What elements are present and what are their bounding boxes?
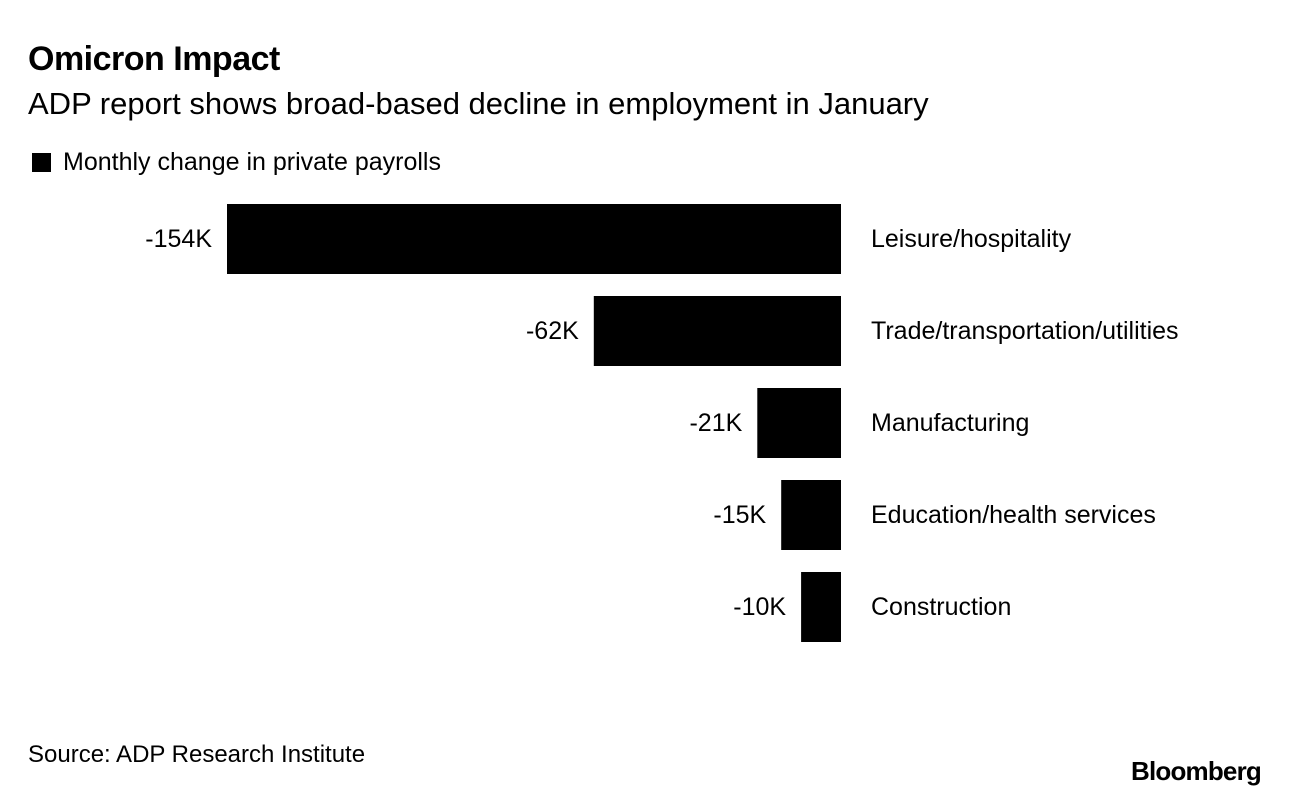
bloomberg-logo: Bloomberg — [1130, 756, 1262, 786]
chart-subtitle: ADP report shows broad-based decline in … — [28, 86, 929, 121]
value-label-0: -154K — [145, 225, 212, 253]
bar-1 — [593, 296, 841, 366]
value-label-4: -10K — [733, 593, 786, 621]
legend-label: Monthly change in private payrolls — [63, 148, 441, 176]
category-label-1: Trade/transportation/utilities — [871, 317, 1179, 345]
bar-2 — [757, 388, 841, 458]
bar-4 — [801, 572, 841, 642]
value-label-1: -62K — [526, 317, 579, 345]
legend: Monthly change in private payrolls — [32, 148, 441, 177]
bar-0 — [227, 204, 841, 274]
category-label-3: Education/health services — [871, 501, 1156, 529]
value-label-2: -21K — [689, 409, 742, 437]
category-label-2: Manufacturing — [871, 409, 1029, 437]
category-label-4: Construction — [871, 593, 1011, 621]
value-label-3: -15K — [713, 501, 766, 529]
bar-3 — [781, 480, 841, 550]
source-note: Source: ADP Research Institute — [28, 741, 366, 768]
legend-swatch — [32, 153, 51, 172]
category-label-0: Leisure/hospitality — [871, 225, 1072, 253]
chart-title: Omicron Impact — [28, 40, 280, 78]
